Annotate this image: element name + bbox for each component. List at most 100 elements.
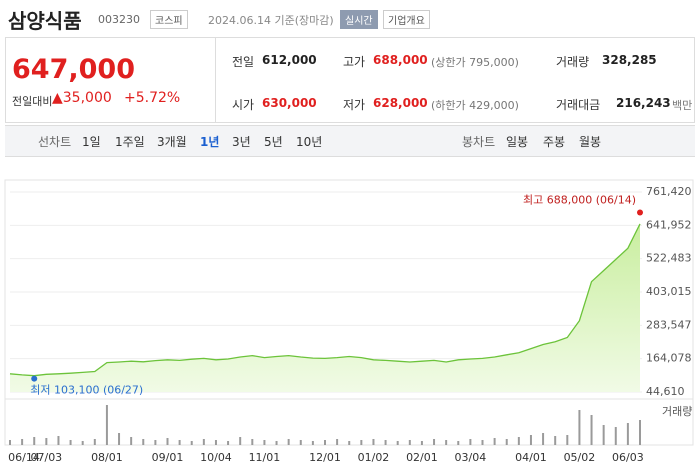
x-tick-label: 11/01 bbox=[249, 451, 281, 464]
volume-bar bbox=[275, 441, 278, 445]
volume-bar bbox=[154, 440, 157, 445]
volume-bar bbox=[626, 423, 629, 445]
volume-bar bbox=[214, 440, 217, 445]
volume-bar bbox=[433, 439, 436, 445]
tab[interactable]: 1주일 bbox=[115, 135, 145, 149]
stat-note: (상한가 795,000) bbox=[431, 56, 519, 69]
tab-label: 봉차트 bbox=[462, 135, 496, 149]
volume-bar bbox=[263, 440, 266, 445]
stat-label: 시가 bbox=[232, 98, 255, 112]
volume-bar bbox=[336, 439, 339, 445]
change: ▲35,000 bbox=[52, 90, 112, 106]
low-marker bbox=[31, 375, 38, 382]
volume-bar bbox=[251, 439, 254, 445]
area bbox=[10, 223, 640, 392]
volume-bar bbox=[445, 440, 448, 445]
volume-bar bbox=[372, 439, 375, 445]
change-label: 전일대비 bbox=[12, 95, 53, 108]
volume-bar bbox=[324, 440, 326, 445]
volume-bar bbox=[227, 441, 230, 445]
volume-bar bbox=[311, 441, 314, 445]
tab[interactable]: 10년 bbox=[296, 135, 323, 149]
tab[interactable]: 주봉 bbox=[543, 135, 566, 149]
stat-note: 백만 bbox=[672, 99, 693, 112]
stat-label: 거래량 bbox=[556, 55, 590, 69]
x-tick-label: 04/01 bbox=[515, 451, 547, 464]
high-label: 최고 688,000 (06/14) bbox=[523, 193, 636, 206]
stat-label: 거래대금 bbox=[556, 98, 601, 112]
tab-label: 선차트 bbox=[38, 135, 72, 149]
quote-box bbox=[5, 37, 695, 123]
volume-bar bbox=[178, 440, 181, 445]
x-tick-label: 07/03 bbox=[30, 451, 62, 464]
volume-bar bbox=[384, 440, 387, 445]
tab[interactable]: 1년 bbox=[200, 135, 220, 149]
x-tick-label: 06/14 bbox=[8, 451, 40, 464]
volume-bar bbox=[408, 440, 411, 445]
volume-bar bbox=[517, 437, 520, 445]
volume-bar bbox=[142, 439, 145, 445]
volume-bar bbox=[287, 439, 290, 445]
tab[interactable]: 5년 bbox=[264, 135, 283, 149]
price: 647,000 bbox=[12, 54, 135, 85]
x-tick-label: 06/03 bbox=[612, 451, 644, 464]
x-tick-label: 08/01 bbox=[91, 451, 123, 464]
y-tick-label: 283,547 bbox=[646, 318, 692, 331]
stock-name: 삼양식품 bbox=[8, 9, 82, 33]
tab[interactable]: 3년 bbox=[232, 135, 251, 149]
x-tick-label: 05/02 bbox=[564, 451, 596, 464]
x-tick-label: 10/04 bbox=[200, 451, 232, 464]
y-tick-label: 641,952 bbox=[646, 218, 692, 231]
tab[interactable]: 일봉 bbox=[506, 135, 529, 149]
price-line bbox=[9, 223, 641, 377]
y-tick-label: 403,015 bbox=[646, 285, 692, 298]
tab[interactable]: 1일 bbox=[82, 135, 101, 149]
tab[interactable]: 3개월 bbox=[157, 135, 187, 149]
x-tick-label: 09/01 bbox=[152, 451, 184, 464]
stat-label: 고가 bbox=[343, 55, 366, 69]
stat-label: 전일 bbox=[232, 55, 255, 69]
volume-bar bbox=[493, 438, 496, 445]
volume-bar bbox=[639, 420, 641, 445]
x-tick-label: 03/04 bbox=[455, 451, 487, 464]
stat-value: 328,285 bbox=[602, 53, 657, 67]
market-badge: 코스피 bbox=[150, 10, 188, 29]
divider bbox=[215, 37, 216, 123]
tab-bar bbox=[5, 125, 695, 157]
volume-bar bbox=[9, 440, 11, 445]
volume-bar bbox=[396, 441, 399, 445]
volume-bar bbox=[57, 436, 60, 445]
volume-bar bbox=[578, 410, 581, 445]
menu-dropdown[interactable]: 기업개요 bbox=[383, 10, 430, 29]
realtime-badge[interactable]: 실시간 bbox=[340, 10, 378, 29]
stat-note: (하한가 429,000) bbox=[431, 99, 519, 112]
volume-bar bbox=[469, 439, 472, 445]
y-tick-label: 164,078 bbox=[646, 352, 692, 365]
volume-bar bbox=[166, 438, 169, 445]
date: 2024.06.14 기준(장마감) bbox=[208, 14, 334, 27]
volume-bar bbox=[81, 441, 84, 445]
tab[interactable]: 월봉 bbox=[579, 135, 602, 149]
volume-bar bbox=[45, 438, 48, 445]
stat-value: 630,000 bbox=[262, 96, 317, 110]
stat-value: 612,000 bbox=[262, 53, 317, 67]
volume-bar bbox=[130, 437, 133, 445]
stat-value: 628,000 bbox=[373, 96, 428, 110]
volume-bar bbox=[105, 405, 108, 445]
volume-bar bbox=[602, 425, 605, 445]
x-tick-label: 12/01 bbox=[309, 451, 341, 464]
x-tick-label: 02/01 bbox=[406, 451, 438, 464]
stat-value: 688,000 bbox=[373, 53, 428, 67]
volume-bar bbox=[202, 439, 205, 445]
stock-code: 003230 bbox=[98, 13, 140, 26]
volume-bar bbox=[118, 433, 121, 445]
low-label: 최저 103,100 (06/27) bbox=[30, 384, 143, 397]
stat-label: 저가 bbox=[343, 98, 366, 112]
volume-bar bbox=[21, 439, 24, 445]
y-tick-label: 44,610 bbox=[646, 385, 685, 398]
volume-bar bbox=[614, 427, 617, 445]
high-marker bbox=[637, 209, 643, 216]
volume-bar bbox=[299, 440, 302, 445]
volume-bar bbox=[239, 437, 242, 445]
